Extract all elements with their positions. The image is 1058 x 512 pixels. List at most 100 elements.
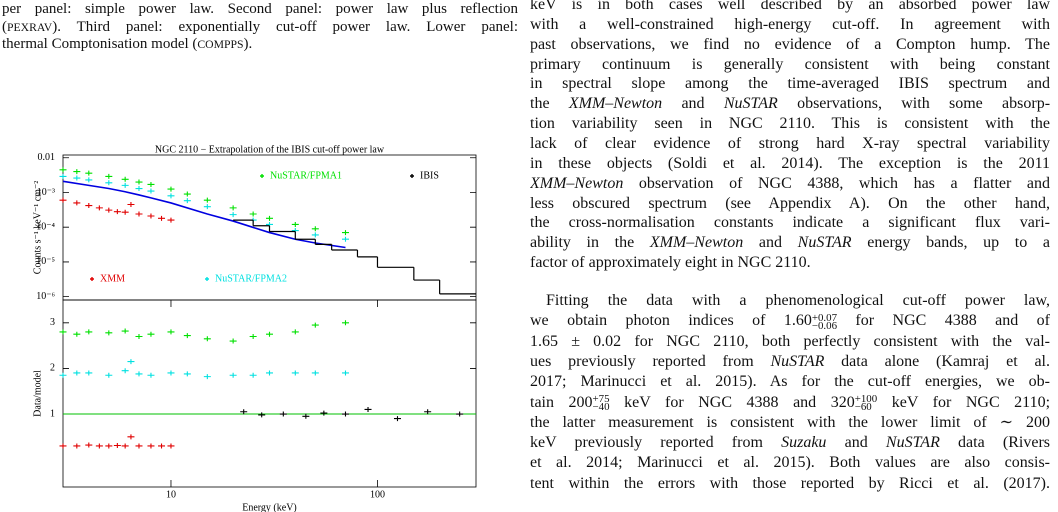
text-line: ues previously reported from NuSTAR data… [530, 352, 1050, 372]
text-line: ability in the XMM–Newton and NuSTAR ene… [530, 233, 1050, 253]
data-point [135, 443, 143, 449]
text-run: observations, with some absorp- [777, 95, 1050, 113]
text-line: with a well-constrained high-energy cut-… [530, 15, 1050, 35]
data-point [73, 169, 81, 175]
data-point [95, 443, 103, 449]
data-point [121, 176, 129, 182]
text-line: lack of clear evidence of strong hard X-… [530, 134, 1050, 154]
data-point [147, 213, 155, 219]
text-line: tion variability seen in NGC 2110. This … [530, 114, 1050, 134]
text-run: keV for NGC 2110; [877, 393, 1050, 411]
data-point [291, 221, 299, 227]
text-line: keV is in both cases well described by a… [530, 0, 1050, 15]
data-point [266, 331, 273, 337]
data-point [229, 205, 237, 211]
data-point [203, 336, 211, 342]
legend-marker [410, 174, 414, 178]
legend-marker [260, 174, 264, 178]
data-point [266, 370, 273, 376]
text-line: 1.65 ± 0.02 for NGC 2110, both perfectly… [530, 332, 1050, 352]
data-point [203, 374, 211, 380]
data-point [121, 328, 129, 334]
data-point [73, 200, 81, 206]
text-line: thermal Comptonisation model (COMPPS). [2, 34, 518, 54]
text-run: keV for NGC 4388 and 320 [609, 393, 855, 411]
data-point [73, 370, 81, 376]
data-point [203, 197, 211, 203]
italic-text: NuSTAR [770, 352, 825, 370]
text-run: et al. 2014; Marinucci et al. 2015). Bot… [530, 454, 1050, 472]
x-tick-label: 100 [370, 489, 385, 500]
text-run: ability in the [530, 234, 650, 252]
text-run: in these objects (Soldi et al. 2014). Th… [530, 154, 1050, 172]
data-point [127, 434, 135, 440]
data-point [147, 443, 155, 449]
text-line: Fitting the data with a phenomenological… [530, 291, 1050, 311]
y-tick-label: 10⁻³ [37, 187, 55, 198]
data-point [364, 406, 372, 412]
data-point [73, 331, 81, 337]
data-point [121, 209, 129, 215]
y-tick-label: 10⁻⁴ [36, 221, 55, 232]
text-line: 2017; Marinucci et al. 2015). As for the… [530, 372, 1050, 392]
data-point [291, 329, 299, 335]
data-point [147, 331, 155, 337]
text-run: energy bands, up to a [851, 234, 1050, 252]
text-run: ( [2, 18, 7, 35]
text-run: the cross-normalisation constants indica… [530, 214, 1050, 232]
data-point [127, 359, 135, 365]
data-point [229, 338, 237, 344]
data-point [249, 333, 257, 339]
data-point [158, 215, 166, 221]
text-line: tain 200 +75 −40 keV for NGC 4388 and 320 +… [530, 393, 1050, 413]
data-point [393, 416, 401, 422]
data-point [424, 409, 432, 415]
italic-text: XMM–Newton [649, 234, 744, 252]
data-point [229, 372, 237, 378]
data-point [85, 203, 93, 209]
italic-text: XMM–Newton [568, 95, 663, 113]
text-line: per panel: simple power law. Second pane… [2, 0, 518, 19]
text-line: the cross-normalisation constants indica… [530, 213, 1050, 233]
text-run: in spectral slope among the time-average… [530, 75, 1050, 93]
text-run: primary continuum is generally consisten… [530, 55, 1050, 73]
text-run: data (Rivers [939, 434, 1050, 452]
data-point [105, 180, 113, 186]
y-tick-label: 10⁻⁶ [36, 291, 55, 302]
data-point [147, 188, 155, 194]
data-point [167, 193, 175, 199]
data-point [258, 412, 266, 418]
data-point [135, 371, 143, 377]
data-point [167, 217, 175, 223]
data-point [341, 370, 349, 376]
text-run: 1.65 ± 0.02 for NGC 2110, both perfectly… [530, 332, 1050, 350]
text-line: tent within the errors with those report… [530, 474, 1050, 494]
data-point [85, 442, 93, 448]
legend-marker [205, 277, 209, 281]
text-run: thermal Comptonisation model ( [2, 36, 198, 52]
data-point [167, 329, 175, 335]
text-run: the latter measurement is consistent wit… [530, 413, 1050, 431]
data-point [167, 186, 175, 192]
data-point [183, 191, 191, 197]
text-line: XMM–Newton observation of NGC 4388, whic… [530, 174, 1050, 194]
data-point [135, 179, 143, 185]
data-point [135, 333, 143, 339]
text-run: and [743, 234, 798, 252]
data-point [183, 333, 191, 339]
y-axis-label: Counts s⁻¹ keV⁻¹ cm⁻² [32, 181, 43, 274]
text-run: ). Third panel: exponentially cut-off po… [52, 18, 518, 35]
data-point [121, 443, 129, 449]
data-point [249, 372, 257, 378]
text-line: factor of approximately eight in NGC 211… [530, 253, 1050, 273]
italic-text: NuSTAR [723, 95, 778, 113]
text-run: data alone (Kamraj et al. [824, 352, 1050, 370]
y-tick-label: 3 [50, 317, 55, 328]
data-point [113, 442, 121, 448]
text-run: observation of NGC 4388, which has a fla… [623, 174, 1050, 192]
uncertainty: +0.07 −0.06 [812, 312, 837, 331]
data-point [183, 371, 191, 377]
data-point [135, 211, 143, 217]
superscript: +100 [854, 393, 878, 406]
data-point [183, 198, 191, 204]
